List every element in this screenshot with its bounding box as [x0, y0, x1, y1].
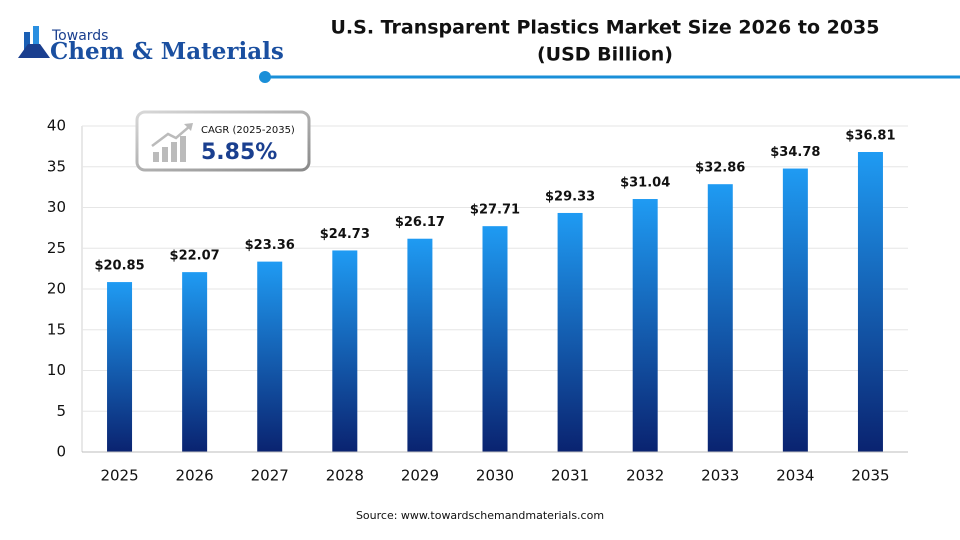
x-tick-label: 2033	[701, 467, 739, 485]
x-tick-label: 2035	[851, 467, 889, 485]
logo: Towards Chem & Materials	[18, 26, 284, 65]
value-label: $24.73	[320, 227, 370, 242]
bar	[257, 261, 283, 452]
value-label: $22.07	[170, 249, 220, 264]
bar	[482, 226, 508, 452]
y-tick-label: 40	[47, 117, 66, 135]
value-label: $23.36	[245, 238, 295, 253]
logo-top: Towards	[51, 28, 108, 44]
value-label: $34.78	[770, 145, 820, 160]
value-label: $27.71	[470, 203, 520, 218]
x-tick-label: 2030	[476, 467, 514, 485]
logo-name: Chem & Materials	[50, 38, 284, 65]
x-tick-label: 2032	[626, 467, 664, 485]
x-tick-label: 2028	[326, 467, 364, 485]
value-label: $26.17	[395, 215, 445, 230]
x-tick-label: 2027	[251, 467, 289, 485]
cagr-box: CAGR (2025-2035) 5.85%	[135, 110, 311, 172]
bar	[107, 282, 133, 452]
cagr-value: 5.85%	[201, 140, 277, 165]
cagr-label: CAGR (2025-2035)	[201, 125, 295, 136]
y-tick-label: 15	[47, 320, 66, 338]
x-tick-label: 2031	[551, 467, 589, 485]
bar	[707, 184, 733, 453]
y-tick-label: 25	[47, 239, 66, 257]
y-tick-label: 35	[47, 157, 66, 175]
y-tick-label: 20	[47, 280, 66, 298]
source: Source: www.towardschemandmaterials.com	[356, 509, 604, 522]
y-tick-label: 30	[47, 198, 66, 216]
x-tick-label: 2034	[776, 467, 814, 485]
chart-subtitle: (USD Billion)	[537, 44, 673, 66]
bar	[782, 168, 808, 452]
value-label: $36.81	[845, 128, 895, 143]
bar	[857, 151, 883, 452]
value-label: $31.04	[620, 176, 670, 191]
value-label: $29.33	[545, 189, 595, 204]
bar	[557, 212, 583, 452]
bar	[332, 250, 358, 452]
x-tick-label: 2026	[176, 467, 214, 485]
header-dot	[259, 71, 271, 83]
y-tick-label: 5	[56, 402, 66, 420]
x-tick-label: 2025	[100, 467, 138, 485]
plot-area: 05101520253035402025$20.852026$22.072027…	[47, 117, 908, 485]
x-tick-label: 2029	[401, 467, 439, 485]
bar	[182, 272, 208, 452]
bar	[407, 238, 433, 452]
value-label: $20.85	[94, 259, 144, 274]
y-tick-label: 0	[56, 443, 66, 461]
chart-title: U.S. Transparent Plastics Market Size 20…	[330, 17, 879, 39]
bar	[632, 199, 658, 452]
y-tick-label: 10	[47, 361, 66, 379]
value-label: $32.86	[695, 161, 745, 176]
